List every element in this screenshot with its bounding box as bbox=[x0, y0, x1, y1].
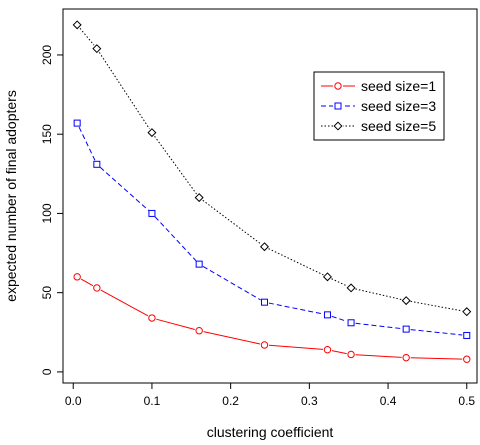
x-axis-title: clustering coefficient bbox=[207, 424, 334, 440]
y-axis-title: expected number of final adopters bbox=[3, 90, 19, 302]
series-line-segment bbox=[268, 248, 324, 276]
series-line-segment bbox=[154, 216, 197, 262]
legend-label: seed size=3 bbox=[361, 98, 436, 114]
series-line-segment bbox=[331, 278, 348, 287]
data-point bbox=[346, 283, 356, 293]
x-tick-label: 0.5 bbox=[458, 394, 475, 408]
x-tick-label: 0.0 bbox=[65, 394, 82, 408]
data-point bbox=[401, 296, 411, 306]
series-2 bbox=[73, 119, 471, 339]
series-line-segment bbox=[202, 199, 262, 245]
series-1 bbox=[73, 273, 471, 363]
data-point bbox=[73, 119, 81, 127]
data-point bbox=[347, 319, 355, 327]
series-line-segment bbox=[410, 300, 463, 312]
data-point bbox=[323, 311, 331, 319]
series-line-segment bbox=[202, 265, 261, 301]
data-point bbox=[72, 20, 82, 30]
y-tick-label: 50 bbox=[40, 286, 54, 300]
series-line-segment bbox=[410, 357, 463, 360]
axes: 0.0 0.1 0.2 0.3 0.4 0.5 0 50 100 150 200 bbox=[40, 45, 475, 408]
legend-label: seed size=1 bbox=[361, 78, 436, 94]
series-line-segment bbox=[268, 344, 324, 350]
data-point bbox=[148, 314, 156, 322]
series-line-segment bbox=[98, 52, 150, 130]
series-line-segment bbox=[355, 288, 402, 301]
y-tick-label: 200 bbox=[40, 45, 54, 65]
legend-item: seed size=5 bbox=[321, 118, 436, 134]
x-tick-label: 0.2 bbox=[222, 394, 239, 408]
legend-marker bbox=[334, 82, 342, 90]
series-line-segment bbox=[99, 166, 149, 211]
x-tick-label: 0.4 bbox=[380, 394, 397, 408]
y-tick-label: 0 bbox=[40, 368, 54, 375]
data-point bbox=[402, 353, 410, 362]
legend-item: seed size=1 bbox=[321, 78, 436, 94]
legend-item: seed size=3 bbox=[321, 98, 436, 114]
data-point bbox=[259, 242, 269, 252]
data-point bbox=[402, 325, 410, 333]
legend-marker bbox=[334, 102, 342, 110]
legend-label: seed size=5 bbox=[361, 118, 436, 134]
series-line-segment bbox=[355, 322, 402, 330]
series-line-segment bbox=[79, 27, 95, 46]
series-line-segment bbox=[355, 354, 402, 358]
series-line-segment bbox=[331, 315, 347, 322]
x-tick-label: 0.1 bbox=[144, 394, 161, 408]
series-line-segment bbox=[80, 278, 94, 287]
series-line-segment bbox=[156, 318, 195, 331]
y-tick-label: 150 bbox=[40, 124, 54, 144]
plot-frame bbox=[62, 8, 478, 384]
data-point bbox=[260, 298, 268, 306]
data-point bbox=[73, 273, 81, 281]
data-point bbox=[462, 307, 472, 317]
data-point bbox=[195, 327, 203, 335]
data-point bbox=[195, 260, 203, 268]
data-point bbox=[148, 209, 156, 217]
data-point bbox=[147, 128, 157, 138]
data-point bbox=[260, 341, 269, 349]
legend-marker bbox=[333, 121, 343, 131]
data-point bbox=[323, 346, 332, 354]
data-point bbox=[194, 193, 204, 203]
y-tick-label: 100 bbox=[40, 203, 54, 223]
series-line-segment bbox=[410, 329, 463, 336]
data-point bbox=[93, 160, 101, 168]
series-line-segment bbox=[78, 126, 96, 161]
data-point bbox=[463, 331, 471, 339]
legend: seed size=1 seed size=3 seed size=5 bbox=[313, 71, 445, 141]
series-line-segment bbox=[268, 302, 324, 315]
series-3 bbox=[72, 20, 472, 317]
series-line-segment bbox=[100, 289, 149, 317]
x-tick-label: 0.3 bbox=[301, 394, 318, 408]
series-line-segment bbox=[154, 135, 197, 195]
data-point bbox=[463, 355, 471, 363]
data-point bbox=[347, 350, 355, 359]
data-point bbox=[93, 284, 101, 292]
series-layer bbox=[72, 20, 472, 363]
series-line-segment bbox=[203, 331, 261, 345]
series-line-segment bbox=[331, 350, 347, 355]
data-point bbox=[92, 44, 102, 54]
data-point bbox=[322, 272, 332, 282]
